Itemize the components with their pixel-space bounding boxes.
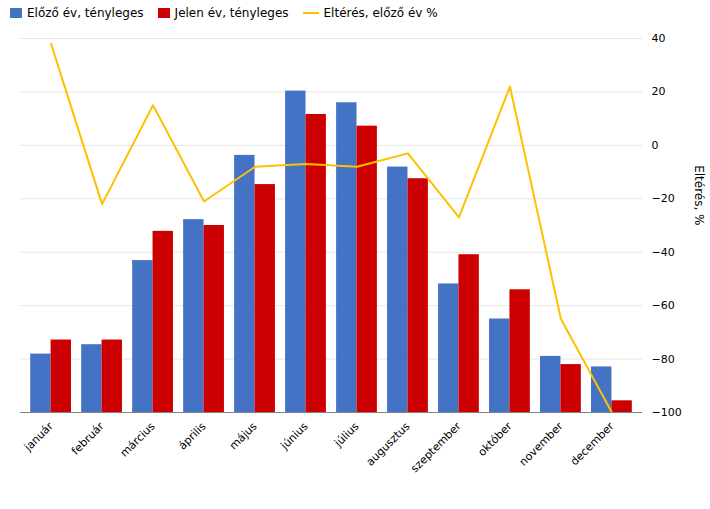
svg-text:−60: −60 [652,299,675,312]
svg-text:január: január [21,419,56,454]
svg-text:szeptember: szeptember [408,419,464,475]
svg-text:december: december [568,419,617,468]
svg-text:október: október [475,419,515,459]
html-text:Eltérés, előző év %: Eltérés, előző év % [323,6,438,20]
svg-text:−100: −100 [652,406,682,419]
svg-text:40: 40 [652,32,666,45]
svg-text:május: május [227,420,260,453]
svg-text:november: november [517,419,566,468]
svg-text:április: április [176,420,209,453]
svg-text:március: március [118,420,158,460]
svg-text:július: július [331,420,361,450]
svg-text:június: június [278,420,311,453]
html-text:Előző év, tényleges: Előző év, tényleges [27,6,144,20]
svg-text:0: 0 [652,139,659,152]
svg-text:február: február [69,419,107,457]
svg-text:Eltérés, %: Eltérés, % [692,165,706,225]
svg-text:−80: −80 [652,353,675,366]
svg-text:−20: −20 [652,192,675,205]
svg-text:20: 20 [652,85,666,98]
svg-text:augusztus: augusztus [364,420,413,469]
svg-text:−40: −40 [652,246,675,259]
html-text:Jelen év, tényleges: Jelen év, tényleges [174,6,289,20]
